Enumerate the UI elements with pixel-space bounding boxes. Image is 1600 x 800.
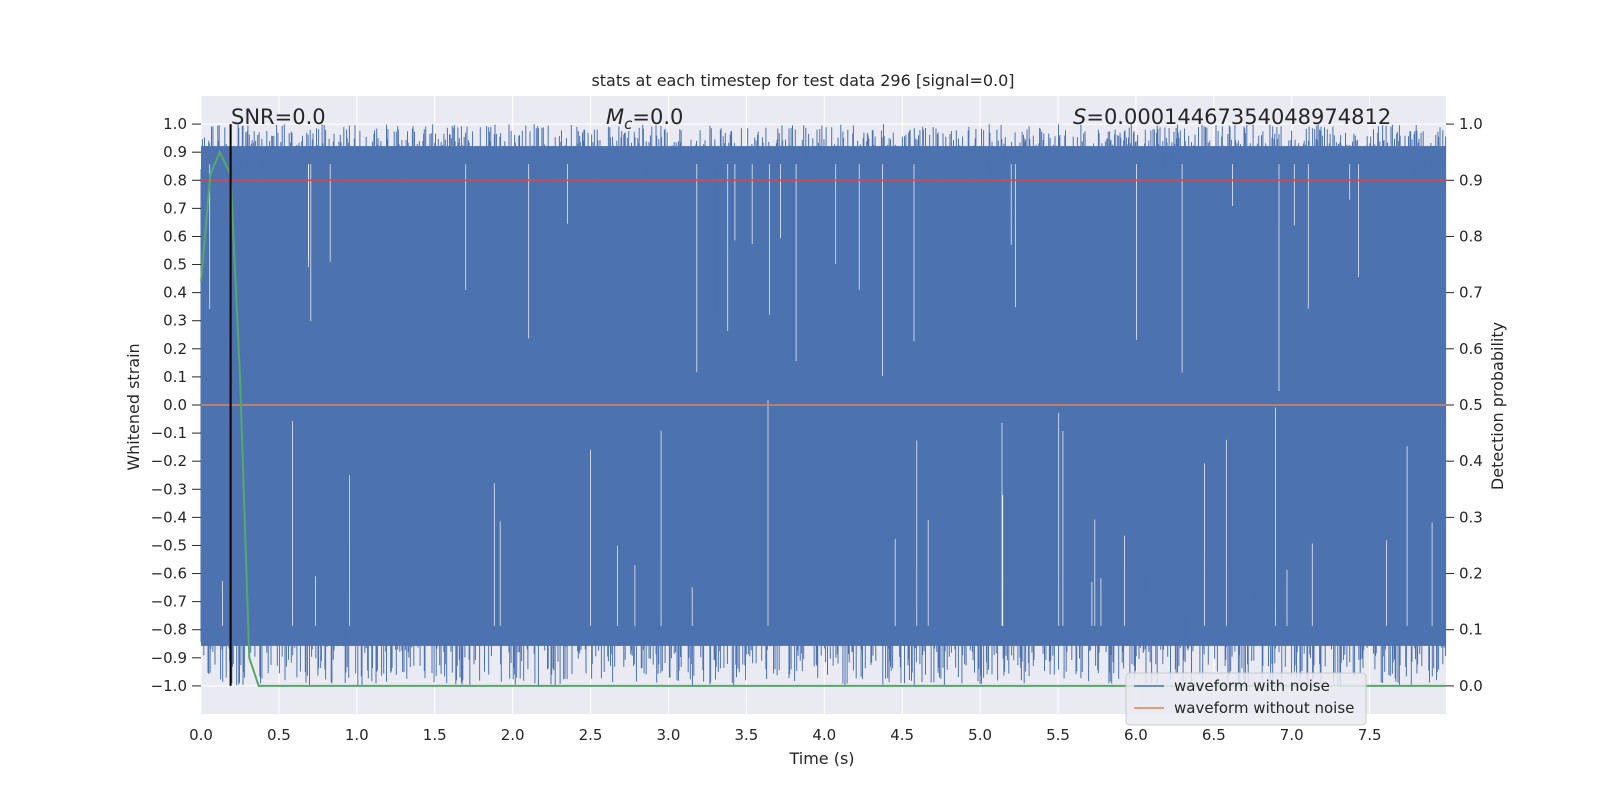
x-tick-label: 0.5 (267, 726, 291, 744)
x-tick-label: 2.0 (501, 726, 525, 744)
y-tick-label: −0.8 (151, 621, 187, 639)
y-tick-label: 0.0 (163, 396, 187, 414)
x-tick-label: 5.5 (1046, 726, 1070, 744)
chirp-mass-value: =0.0 (632, 105, 683, 129)
y-tick-label: −0.4 (151, 508, 187, 526)
x-tick-label: 4.5 (890, 726, 914, 744)
y-right-tick-label: 0.3 (1459, 508, 1483, 526)
legend-box (1125, 672, 1367, 726)
chirp-mass-subscript: c (624, 115, 633, 133)
y-tick-label: 0.2 (163, 340, 187, 358)
x-tick-label: 0.0 (189, 726, 213, 744)
y-right-tick-label: 0.4 (1459, 452, 1483, 470)
x-tick-label: 4.0 (812, 726, 836, 744)
x-tick-label: 5.0 (968, 726, 992, 744)
legend: waveform with noise waveform without noi… (1125, 672, 1367, 726)
x-tick-label: 1.0 (345, 726, 369, 744)
x-axis-label: Time (s) (788, 749, 854, 768)
y-tick-label: 0.8 (163, 171, 187, 189)
y-right-tick-label: 0.2 (1459, 565, 1483, 583)
y-tick-label: 0.1 (163, 368, 187, 386)
y-tick-label: 1.0 (163, 115, 187, 133)
chart-title: stats at each timestep for test data 296… (591, 71, 1014, 90)
y-tick-label: −0.1 (151, 424, 187, 442)
y-tick-label: −0.7 (151, 593, 187, 611)
s-statistic-symbol: S (1073, 105, 1086, 129)
legend-label-clean: waveform without noise (1174, 699, 1354, 717)
s-statistic-value: =0.00014467354048974812 (1086, 105, 1391, 129)
y-right-tick-label: 1.0 (1459, 115, 1483, 133)
y-right-tick-label: 0.5 (1459, 396, 1483, 414)
y-axis-right-label: Detection probability (1488, 322, 1507, 490)
y-tick-label: −1.0 (151, 677, 187, 695)
y-tick-label: −0.2 (151, 452, 187, 470)
snr-annotation: SNR=0.0 (231, 105, 326, 129)
y-right-tick-label: 0.0 (1459, 677, 1483, 695)
y-right-tick-label: 0.6 (1459, 340, 1483, 358)
y-tick-label: 0.6 (163, 227, 187, 245)
y-right-tick-label: 0.8 (1459, 227, 1483, 245)
legend-label-noise: waveform with noise (1174, 677, 1330, 695)
chirp-mass-annotation: Mc=0.0 (606, 105, 683, 133)
y-tick-label: −0.5 (151, 536, 187, 554)
x-tick-label: 3.5 (734, 726, 758, 744)
x-tick-label: 2.5 (579, 726, 603, 744)
y-right-tick-label: 0.1 (1459, 621, 1483, 639)
x-tick-label: 3.0 (657, 726, 681, 744)
noise-gaps (209, 164, 1433, 626)
y-tick-label: 0.3 (163, 312, 187, 330)
y-tick-label: 0.7 (163, 199, 187, 217)
tick-labels: 0.0 0.5 1.0 1.5 2.0 2.5 3.0 3.5 4.0 4.5 5.0 5.5 6.0 6… (151, 115, 1483, 744)
y-axis-label: Whitened strain (124, 343, 143, 470)
x-tick-label: 1.5 (423, 726, 447, 744)
y-right-tick-label: 0.9 (1459, 171, 1483, 189)
y-tick-label: 0.4 (163, 284, 187, 302)
y-right-tick-label: 0.7 (1459, 284, 1483, 302)
x-tick-label: 6.0 (1124, 726, 1148, 744)
x-tick-label: 6.5 (1202, 726, 1226, 744)
chirp-mass-symbol: M (606, 105, 624, 129)
series-waveform-with-noise (200, 124, 1447, 686)
x-tick-label: 7.5 (1358, 726, 1382, 744)
y-tick-label: −0.6 (151, 565, 187, 583)
y-tick-label: −0.9 (151, 649, 187, 667)
x-tick-label: 7.0 (1280, 726, 1304, 744)
y-tick-label: 0.9 (163, 143, 187, 161)
y-tick-label: 0.5 (163, 256, 187, 274)
series-lines (200, 124, 1446, 687)
detection-probability-line (200, 149, 1446, 687)
s-statistic-annotation: S=0.00014467354048974812 (1073, 105, 1391, 129)
y-tick-label: −0.3 (151, 480, 187, 498)
